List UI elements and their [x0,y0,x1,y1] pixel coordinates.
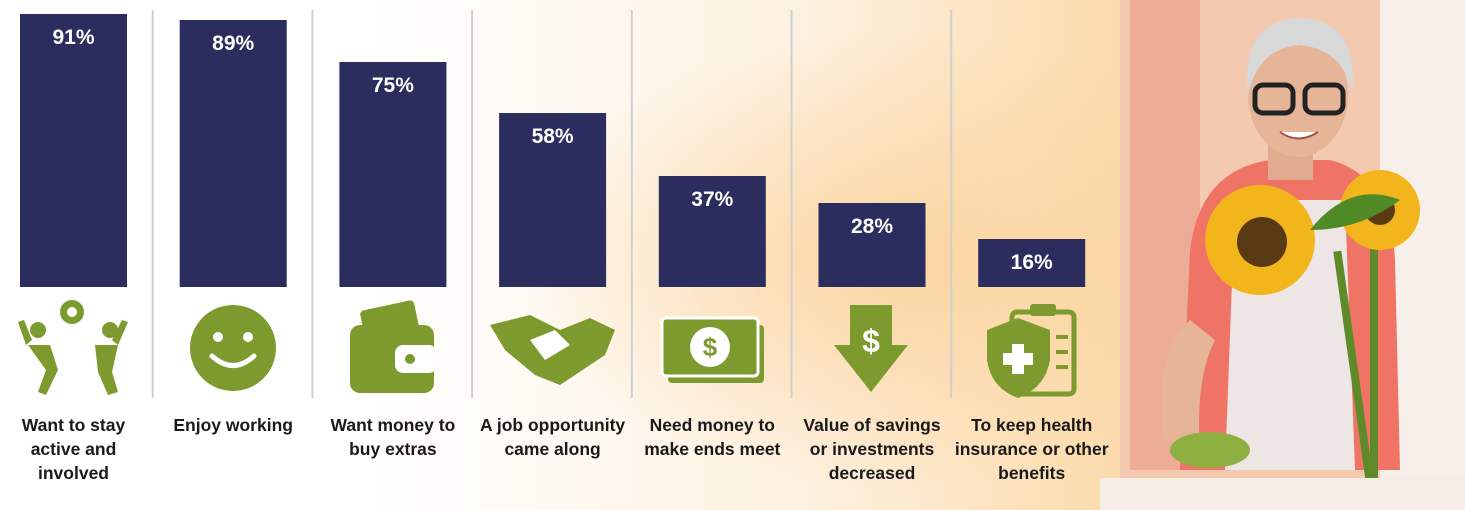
icon-money: $ [662,318,764,383]
value-label: 75% [372,74,414,97]
value-label: 37% [691,188,733,211]
photo [1100,0,1465,510]
category-label: Enjoy working [155,413,311,437]
bar [20,14,127,287]
value-label: 58% [532,125,574,148]
bar [180,20,287,287]
category-label: Need money to make ends meet [634,413,790,461]
icon-wallet [350,300,437,393]
category-label: Value of savings or investments decrease… [794,413,950,485]
icon-smile [190,305,276,391]
value-label: 28% [851,215,893,238]
category-label: To keep health insurance or other benefi… [954,413,1110,485]
value-label: 89% [212,32,254,55]
infographic: $ $ 91% 89% 75% 58% 37% 28% 16% Want to stay a… [0,0,1465,510]
value-label: 16% [1011,251,1053,274]
value-label: 91% [52,26,94,49]
icon-active [18,300,128,395]
category-label: Want to stay active and involved [0,413,152,485]
icon-glyph: $ [862,323,880,359]
category-label: Want money to buy extras [315,413,471,461]
category-label: A job opportunity came along [475,413,631,461]
icon-glyph: $ [703,332,718,362]
